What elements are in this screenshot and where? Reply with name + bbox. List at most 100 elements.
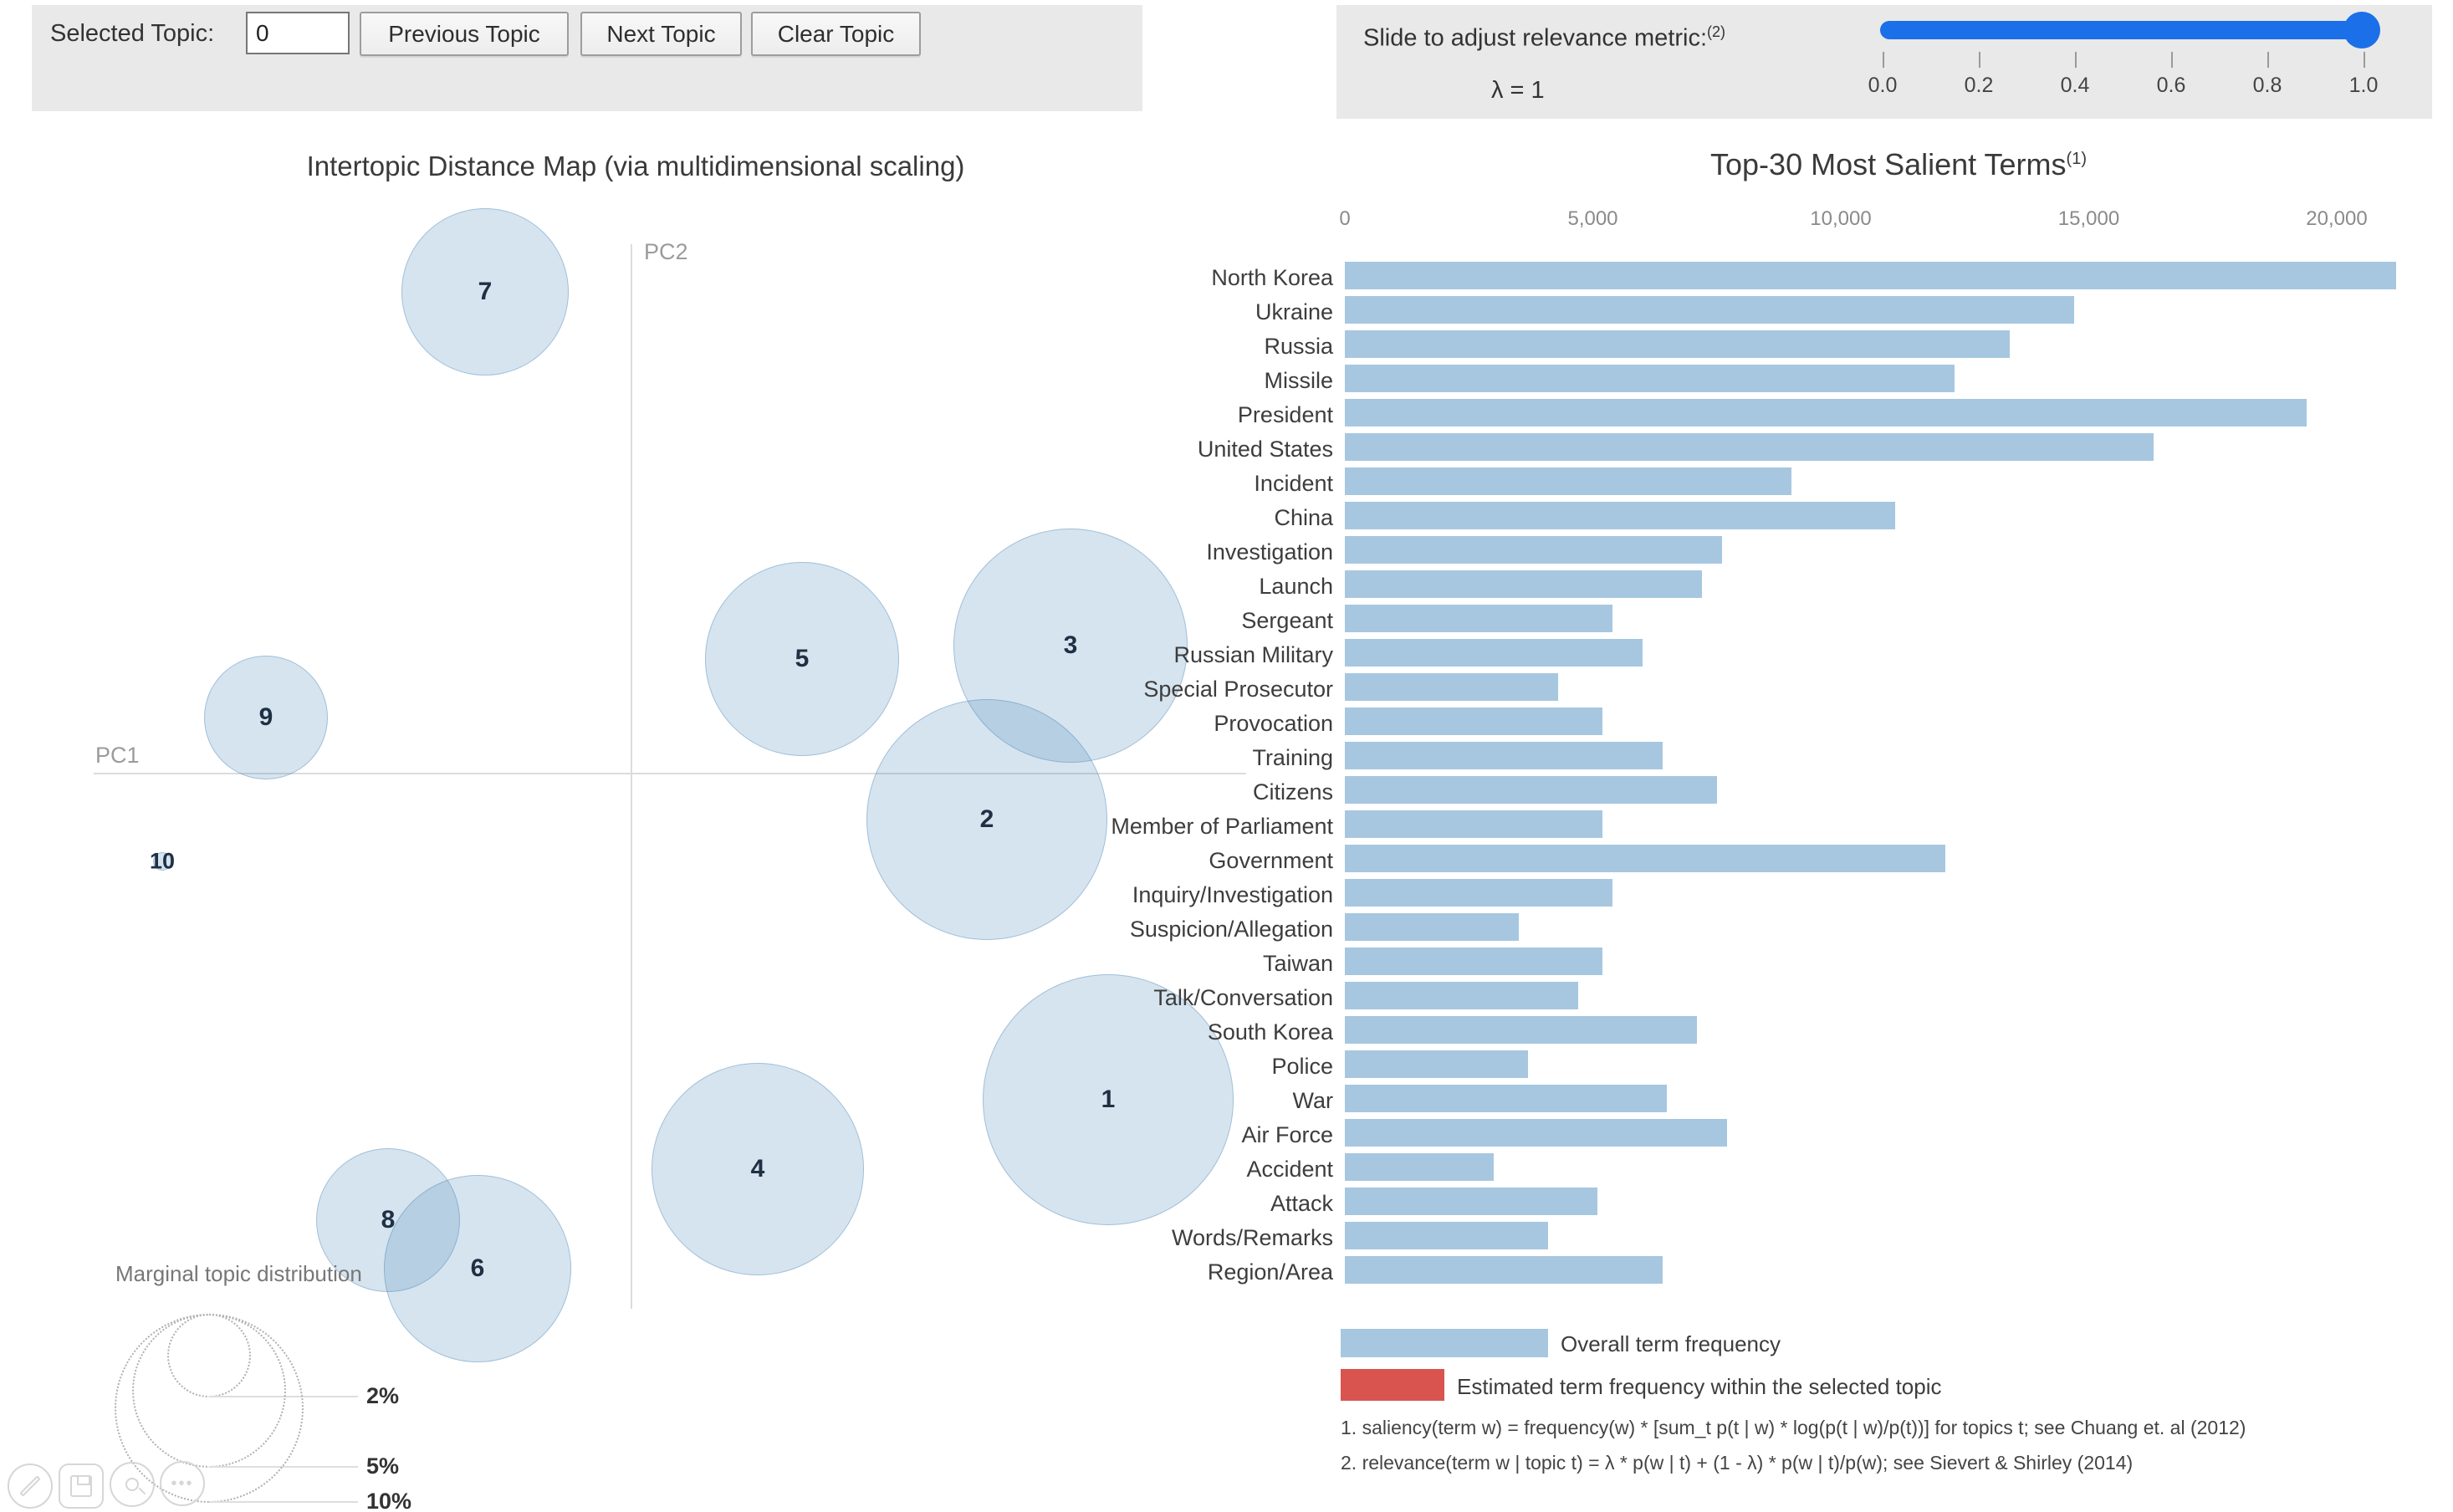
next-topic-button[interactable]: Next Topic	[580, 12, 742, 56]
term-row: Words/Remarks	[0, 1222, 2453, 1256]
slider-tick-label: 0.8	[2252, 74, 2282, 97]
overall-frequency-swatch	[1341, 1329, 1548, 1357]
term-frequency-bar[interactable]	[1345, 605, 1612, 632]
term-frequency-bar[interactable]	[1345, 810, 1602, 838]
term-frequency-bar[interactable]	[1345, 639, 1643, 667]
pc1-axis-label: PC1	[95, 743, 140, 768]
term-frequency-bar[interactable]	[1345, 433, 2154, 461]
term-label: United States	[1197, 437, 1333, 462]
term-label: Training	[1252, 745, 1333, 770]
term-frequency-bar[interactable]	[1345, 776, 1717, 804]
term-frequency-bar[interactable]	[1345, 1153, 1494, 1181]
slider-tick-label: 0.6	[2156, 74, 2186, 97]
term-frequency-bar[interactable]	[1345, 262, 2396, 289]
term-row: Talk/Conversation	[0, 982, 2453, 1016]
term-frequency-bar[interactable]	[1345, 673, 1558, 701]
topic-control-panel: Selected Topic: Previous Topic Next Topi…	[32, 5, 1142, 111]
term-label: Launch	[1259, 574, 1333, 599]
selected-topic-input[interactable]	[246, 12, 350, 54]
topic-bubble-1[interactable]: 1	[983, 974, 1234, 1225]
topic-bubble-10[interactable]: 10	[150, 849, 175, 874]
term-frequency-bar[interactable]	[1345, 1085, 1667, 1112]
search-icon[interactable]	[110, 1462, 155, 1507]
selected-topic-frequency-label: Estimated term frequency within the sele…	[1457, 1374, 1942, 1399]
term-row: North Korea	[0, 262, 2453, 296]
term-frequency-bar[interactable]	[1345, 502, 1895, 529]
term-frequency-bar[interactable]	[1345, 365, 1955, 392]
slider-tick-label: 0.4	[2060, 74, 2090, 97]
save-icon[interactable]	[59, 1463, 104, 1509]
term-row: Region/Area	[0, 1256, 2453, 1290]
term-frequency-bar[interactable]	[1345, 1256, 1663, 1284]
term-frequency-bar[interactable]	[1345, 570, 1702, 598]
term-label: Provocation	[1214, 711, 1333, 736]
previous-topic-button[interactable]: Previous Topic	[360, 12, 569, 56]
topic-bubble-8[interactable]: 8	[316, 1148, 460, 1292]
term-label: Missile	[1264, 368, 1333, 393]
term-frequency-bar[interactable]	[1345, 879, 1612, 907]
term-frequency-bar[interactable]	[1345, 913, 1519, 941]
more-icon[interactable]: •••	[160, 1461, 205, 1506]
topic-bubble-9[interactable]: 9	[204, 656, 328, 779]
term-frequency-bar[interactable]	[1345, 296, 2074, 324]
term-row: Attack	[0, 1188, 2453, 1222]
term-label: Talk/Conversation	[1153, 985, 1333, 1010]
topic-bubble-7[interactable]: 7	[401, 208, 569, 375]
term-row: Russian Military	[0, 639, 2453, 673]
slider-tick-label: 0.2	[1964, 74, 1994, 97]
overall-frequency-label: Overall term frequency	[1561, 1331, 1781, 1356]
term-row: Government	[0, 845, 2453, 879]
term-frequency-bar[interactable]	[1345, 399, 2307, 427]
term-frequency-bar[interactable]	[1345, 1119, 1727, 1147]
term-label: South Korea	[1207, 1019, 1333, 1045]
term-frequency-bar[interactable]	[1345, 1050, 1528, 1078]
term-frequency-bar[interactable]	[1345, 467, 1791, 495]
marginal-size-line	[209, 1501, 358, 1503]
term-label: Region/Area	[1207, 1259, 1333, 1285]
term-label: President	[1237, 402, 1333, 427]
term-frequency-bar[interactable]	[1345, 982, 1578, 1009]
term-row: Special Prosecutor	[0, 673, 2453, 707]
term-row: Taiwan	[0, 948, 2453, 982]
term-frequency-bar[interactable]	[1345, 845, 1945, 872]
topic-bubble-number: 10	[149, 848, 176, 874]
term-label: Suspicion/Allegation	[1129, 917, 1333, 942]
term-row: Suspicion/Allegation	[0, 913, 2453, 948]
term-label: Police	[1271, 1054, 1333, 1079]
topic-bubble-5[interactable]: 5	[705, 562, 899, 756]
term-row: Incident	[0, 467, 2453, 502]
slider-tick-mark	[1979, 52, 1980, 68]
slider-tick-label: 1.0	[2348, 74, 2379, 97]
slider-tick-mark	[2075, 52, 2077, 68]
relevance-control-panel: Slide to adjust relevance metric:(2) λ =…	[1336, 5, 2432, 119]
term-frequency-bar[interactable]	[1345, 1188, 1597, 1215]
intertopic-map-title: Intertopic Distance Map (via multidimens…	[306, 151, 965, 181]
topic-bubble-4[interactable]: 4	[652, 1063, 864, 1275]
relevance-slider-handle[interactable]	[2343, 12, 2380, 49]
term-axis-tick-label: 5,000	[1567, 207, 1618, 230]
term-frequency-bar[interactable]	[1345, 948, 1602, 975]
term-label: Ukraine	[1255, 299, 1333, 324]
saliency-footnote: 1. saliency(term w) = frequency(w) * [su…	[1341, 1417, 2246, 1438]
term-frequency-bar[interactable]	[1345, 707, 1602, 735]
slider-tick-mark	[2364, 52, 2365, 68]
term-row: Citizens	[0, 776, 2453, 810]
term-frequency-bar[interactable]	[1345, 1222, 1548, 1249]
term-row: Member of Parliament	[0, 810, 2453, 845]
term-label: Incident	[1254, 471, 1333, 496]
clear-topic-button[interactable]: Clear Topic	[751, 12, 921, 56]
term-label: Investigation	[1206, 539, 1333, 564]
relevance-slider-track[interactable]	[1880, 21, 2374, 39]
term-axis-tick-label: 20,000	[2306, 207, 2368, 230]
term-label: Accident	[1246, 1157, 1333, 1182]
slider-tick-mark	[2267, 52, 2269, 68]
slider-tick-mark	[2171, 52, 2173, 68]
term-frequency-bar[interactable]	[1345, 330, 2010, 358]
topic-bubble-3[interactable]: 3	[953, 529, 1188, 763]
term-frequency-bar[interactable]	[1345, 742, 1663, 769]
term-row: Training	[0, 742, 2453, 776]
pencil-icon[interactable]	[8, 1463, 53, 1509]
term-frequency-bar[interactable]	[1345, 536, 1722, 564]
term-frequency-bar[interactable]	[1345, 1016, 1697, 1044]
